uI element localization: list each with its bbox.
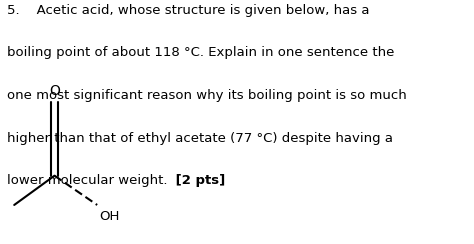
Text: higher than that of ethyl acetate (77 °C) despite having a: higher than that of ethyl acetate (77 °C…: [7, 132, 393, 145]
Text: O: O: [49, 84, 60, 98]
Text: boiling point of about 118 °C. Explain in one sentence the: boiling point of about 118 °C. Explain i…: [7, 46, 394, 59]
Text: lower molecular weight.: lower molecular weight.: [7, 174, 168, 187]
Text: [2 pts]: [2 pts]: [171, 174, 225, 187]
Text: one most significant reason why its boiling point is so much: one most significant reason why its boil…: [7, 89, 407, 102]
Text: OH: OH: [100, 210, 120, 223]
Text: 5.    Acetic acid, whose structure is given below, has a: 5. Acetic acid, whose structure is given…: [7, 4, 370, 17]
